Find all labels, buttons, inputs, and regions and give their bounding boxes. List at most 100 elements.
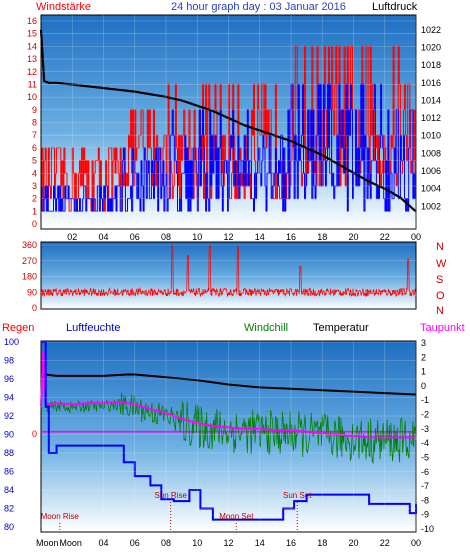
- wind-x-tick: 06: [130, 232, 140, 242]
- pressure-y-tick: 1004: [421, 184, 441, 194]
- legend-humidity: Luftfeuchte: [66, 322, 120, 334]
- humidity-y-tick: 90: [4, 430, 14, 440]
- legend-rain: Regen: [2, 322, 34, 334]
- wind-x-tick: 02: [67, 232, 77, 242]
- temperature-y-tick: -8: [421, 495, 429, 505]
- wind-y-tick: 1: [32, 206, 37, 216]
- pressure-y-tick: 1014: [421, 95, 441, 105]
- humidity-y-tick: 94: [4, 393, 14, 403]
- temperature-y-tick: -6: [421, 467, 429, 477]
- wind-y-tick: 8: [32, 118, 37, 128]
- temperature-y-tick: -7: [421, 481, 429, 491]
- direction-y-tick: 180: [22, 272, 37, 282]
- legend-windchill: Windchill: [244, 322, 288, 334]
- wind-y-tick: 9: [32, 105, 37, 115]
- wind-y-tick: 0: [32, 219, 37, 229]
- temperature-y-tick: -4: [421, 438, 429, 448]
- direction-y-tick: 270: [22, 256, 37, 266]
- temperature-y-tick: -2: [421, 410, 429, 420]
- wind-y-tick: 10: [27, 92, 37, 102]
- wind-x-tick: 10: [192, 232, 202, 242]
- pressure-y-tick: 1022: [421, 25, 441, 35]
- climate-x-tick: 14: [255, 538, 265, 548]
- wind-y-tick: 15: [27, 29, 37, 39]
- pressure-y-tick: 1018: [421, 60, 441, 70]
- climate-x-tick: 04: [98, 538, 108, 548]
- climate-x-tick: Moon: [36, 538, 59, 548]
- wind-y-tick: 13: [27, 54, 37, 64]
- wind-direction-panel: [40, 241, 417, 310]
- compass-n-bottom: N: [436, 305, 444, 317]
- wind-y-tick: 5: [32, 156, 37, 166]
- wind-y-tick: 7: [32, 130, 37, 140]
- temperature-y-tick: -1: [421, 395, 429, 405]
- pressure-y-tick: 1010: [421, 131, 441, 141]
- direction-y-tick: 360: [22, 240, 37, 250]
- temperature-y-tick: 0: [421, 381, 426, 391]
- windchill-line: [40, 353, 417, 465]
- axes: 0123456789101112131415161002100410061008…: [4, 15, 441, 548]
- wind-x-tick: 16: [286, 232, 296, 242]
- direction-line: [40, 244, 417, 298]
- wind-y-tick: 2: [32, 194, 37, 204]
- pressure-y-tick: 1002: [421, 201, 441, 211]
- climate-x-tick: 00: [411, 538, 421, 548]
- temperature-y-tick: 1: [421, 367, 426, 377]
- pressure-y-tick: 1008: [421, 148, 441, 158]
- legend-dewpoint: Taupunkt: [420, 322, 465, 334]
- pressure-series: [39, 29, 417, 213]
- marker-label: Moon Rise: [41, 512, 80, 521]
- humidity-y-tick: 80: [4, 522, 14, 532]
- dewpoint-line: [40, 351, 416, 439]
- climate-x-tick: 08: [161, 538, 171, 548]
- direction-y-tick: 90: [27, 287, 37, 297]
- temperature-y-tick: 3: [421, 338, 426, 348]
- wind-y-tick: 16: [27, 16, 37, 26]
- wind-y-tick: 11: [28, 79, 37, 89]
- wind-y-tick: 4: [32, 168, 37, 178]
- wind-y-tick: 6: [32, 143, 37, 153]
- rain-zero-label: 0: [32, 429, 37, 439]
- climate-x-tick: Moon: [59, 538, 82, 548]
- pressure-y-tick: 1012: [421, 113, 441, 123]
- humidity-y-tick: 82: [4, 504, 14, 514]
- climate-x-tick: 22: [380, 538, 390, 548]
- humidity-y-tick: 84: [4, 485, 14, 495]
- temperature-y-tick: 2: [421, 352, 426, 362]
- pressure-line: [39, 29, 417, 213]
- wind-y-tick: 3: [32, 181, 37, 191]
- humidity-y-tick: 96: [4, 374, 14, 384]
- temperature-line: [40, 373, 417, 396]
- marker-label: Sun Rise: [154, 491, 187, 500]
- wind-x-tick: 22: [380, 232, 390, 242]
- temperature-y-tick: -5: [421, 452, 429, 462]
- climate-x-tick: 12: [223, 538, 233, 548]
- legend-temperature: Temperatur: [313, 322, 369, 334]
- direction-series: [40, 244, 417, 298]
- direction-y-tick: 0: [32, 303, 37, 313]
- humidity-y-tick: 88: [4, 448, 14, 458]
- wind-x-tick: 08: [161, 232, 171, 242]
- chart-title: 24 hour graph day : 03 Januar 2016: [171, 1, 346, 13]
- pressure-y-tick: 1016: [421, 78, 441, 88]
- compass-n-top: N: [436, 241, 444, 253]
- humidity-y-tick: 100: [4, 337, 19, 347]
- wind-x-tick: 12: [223, 232, 233, 242]
- humidity-y-tick: 98: [4, 356, 14, 366]
- climate-x-tick: 10: [192, 538, 202, 548]
- wind-x-tick: 00: [411, 232, 421, 242]
- temperature-y-tick: -9: [421, 510, 429, 520]
- pressure-y-tick: 1020: [421, 42, 441, 52]
- marker-label: Sun Set: [283, 491, 312, 500]
- wind-y-tick: 12: [27, 67, 37, 77]
- temperature-y-tick: -10: [421, 524, 434, 534]
- climate-x-tick: 20: [348, 538, 358, 548]
- wind-x-tick: 14: [255, 232, 265, 242]
- climate-x-tick: 16: [286, 538, 296, 548]
- humidity-y-tick: 92: [4, 411, 14, 421]
- marker-label: Moon Set: [219, 512, 254, 521]
- humidity-y-tick: 86: [4, 467, 14, 477]
- wind-x-tick: 20: [348, 232, 358, 242]
